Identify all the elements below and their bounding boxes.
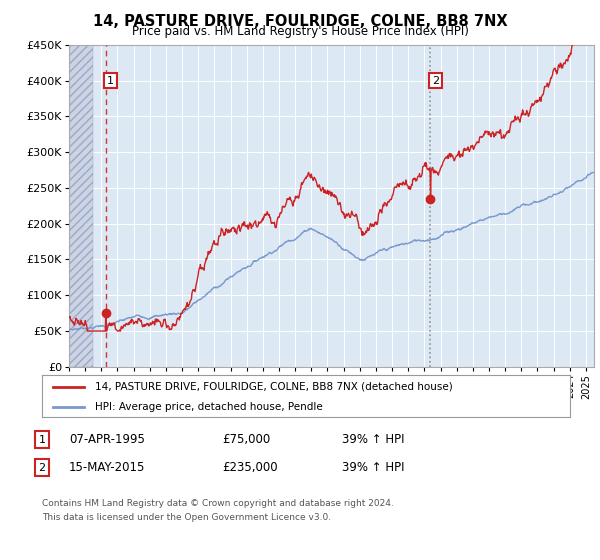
Text: HPI: Average price, detached house, Pendle: HPI: Average price, detached house, Pend…: [95, 402, 323, 412]
Text: 07-APR-1995: 07-APR-1995: [69, 433, 145, 446]
14, PASTURE DRIVE, FOULRIDGE, COLNE, BB8 7NX (detached house): [297, 186, 304, 193]
Text: £235,000: £235,000: [222, 461, 278, 474]
Text: 15-MAY-2015: 15-MAY-2015: [69, 461, 145, 474]
HPI: Average price, detached house, Pendle: (2.01e+03, 1.69e+05): Average price, detached house, Pendle: (…: [278, 242, 286, 249]
Text: 2: 2: [431, 76, 439, 86]
Text: This data is licensed under the Open Government Licence v3.0.: This data is licensed under the Open Gov…: [42, 514, 331, 522]
Line: HPI: Average price, detached house, Pendle: HPI: Average price, detached house, Pend…: [69, 172, 594, 330]
HPI: Average price, detached house, Pendle: (1.99e+03, 5.14e+04): Average price, detached house, Pendle: (…: [69, 326, 76, 333]
Text: 14, PASTURE DRIVE, FOULRIDGE, COLNE, BB8 7NX (detached house): 14, PASTURE DRIVE, FOULRIDGE, COLNE, BB8…: [95, 382, 452, 392]
HPI: Average price, detached house, Pendle: (2.02e+03, 1.77e+05): Average price, detached house, Pendle: (…: [427, 237, 434, 244]
Text: 1: 1: [107, 76, 114, 86]
Text: Price paid vs. HM Land Registry's House Price Index (HPI): Price paid vs. HM Land Registry's House …: [131, 25, 469, 38]
14, PASTURE DRIVE, FOULRIDGE, COLNE, BB8 7NX (detached house): [278, 208, 286, 215]
HPI: Average price, detached house, Pendle: (2e+03, 6.49e+04): Average price, detached house, Pendle: (…: [119, 317, 127, 324]
HPI: Average price, detached house, Pendle: (1.99e+03, 5.2e+04): Average price, detached house, Pendle: (…: [65, 326, 73, 333]
14, PASTURE DRIVE, FOULRIDGE, COLNE, BB8 7NX (detached house): [65, 314, 73, 321]
14, PASTURE DRIVE, FOULRIDGE, COLNE, BB8 7NX (detached house): [427, 165, 434, 171]
Text: Contains HM Land Registry data © Crown copyright and database right 2024.: Contains HM Land Registry data © Crown c…: [42, 500, 394, 508]
Bar: [69, 45, 93, 367]
Text: £75,000: £75,000: [222, 433, 270, 446]
14, PASTURE DRIVE, FOULRIDGE, COLNE, BB8 7NX (detached house): [485, 132, 492, 138]
14, PASTURE DRIVE, FOULRIDGE, COLNE, BB8 7NX (detached house): [590, 21, 597, 27]
Text: 2: 2: [38, 463, 46, 473]
HPI: Average price, detached house, Pendle: (2.03e+03, 2.72e+05): Average price, detached house, Pendle: (…: [589, 169, 596, 176]
14, PASTURE DRIVE, FOULRIDGE, COLNE, BB8 7NX (detached house): [590, 21, 598, 28]
Text: 14, PASTURE DRIVE, FOULRIDGE, COLNE, BB8 7NX: 14, PASTURE DRIVE, FOULRIDGE, COLNE, BB8…: [92, 14, 508, 29]
14, PASTURE DRIVE, FOULRIDGE, COLNE, BB8 7NX (detached house): [475, 139, 482, 146]
14, PASTURE DRIVE, FOULRIDGE, COLNE, BB8 7NX (detached house): [84, 328, 91, 334]
Text: 39% ↑ HPI: 39% ↑ HPI: [342, 433, 404, 446]
Text: 39% ↑ HPI: 39% ↑ HPI: [342, 461, 404, 474]
Line: 14, PASTURE DRIVE, FOULRIDGE, COLNE, BB8 7NX (detached house): 14, PASTURE DRIVE, FOULRIDGE, COLNE, BB8…: [69, 24, 594, 331]
HPI: Average price, detached house, Pendle: (2.01e+03, 1.85e+05): Average price, detached house, Pendle: (…: [297, 231, 304, 238]
HPI: Average price, detached house, Pendle: (2.02e+03, 2.04e+05): Average price, detached house, Pendle: (…: [475, 217, 482, 224]
14, PASTURE DRIVE, FOULRIDGE, COLNE, BB8 7NX (detached house): [119, 324, 127, 331]
HPI: Average price, detached house, Pendle: (2.03e+03, 2.71e+05): Average price, detached house, Pendle: (…: [590, 169, 598, 176]
Text: 1: 1: [38, 435, 46, 445]
HPI: Average price, detached house, Pendle: (2.02e+03, 2.08e+05): Average price, detached house, Pendle: (…: [485, 214, 492, 221]
